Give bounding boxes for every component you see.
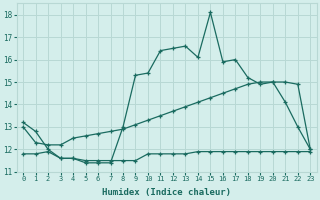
X-axis label: Humidex (Indice chaleur): Humidex (Indice chaleur) — [102, 188, 231, 197]
